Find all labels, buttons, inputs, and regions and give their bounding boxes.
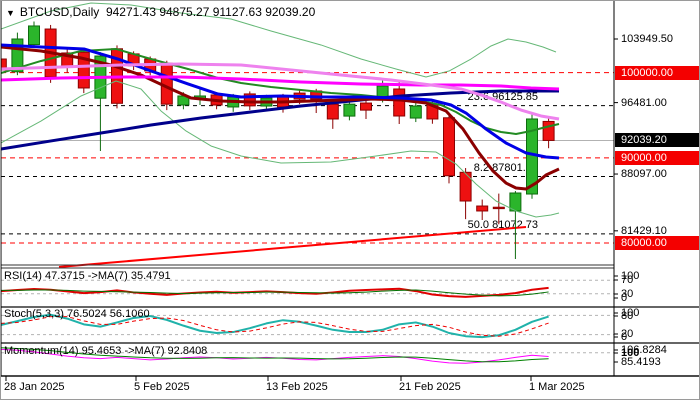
stoch-main-line (1, 313, 549, 339)
y-axis-tick-label: 103949.50 (621, 33, 673, 45)
y-axis-tick-label: 96481.00 (621, 96, 667, 109)
candle-body (459, 171, 472, 202)
candle-body (11, 38, 24, 73)
y-axis-tick-label: 88097.00 (621, 168, 667, 181)
candle-body (343, 103, 356, 117)
trendline (58, 225, 527, 269)
candle-body (443, 117, 455, 177)
ma-200-navy (1, 89, 559, 151)
candle-body (77, 51, 90, 89)
ma-magenta (1, 75, 560, 91)
momentum-ma-line (1, 347, 549, 363)
candle-body (326, 103, 339, 120)
x-axis-date-label: 28 Jan 2025 (4, 381, 65, 393)
ma-green (1, 47, 560, 135)
rsi-ma-line (1, 289, 549, 297)
candle-body (1, 58, 7, 71)
stoch-scale-label: 100 (621, 307, 640, 319)
rsi-scale-label: 70 (621, 274, 634, 286)
symbol-dropdown-icon[interactable]: ▼ (6, 8, 15, 18)
x-axis-date-label: 13 Feb 2025 (266, 381, 328, 393)
price-alert-badge: 90000.00 (615, 150, 699, 165)
x-axis-date-label: 5 Feb 2025 (134, 381, 190, 393)
stoch-scale-label: 0 (621, 331, 628, 343)
ma-maroon (1, 45, 560, 191)
price-alert-badge: 100000.00 (615, 65, 699, 80)
candle-body (476, 205, 489, 212)
candle-body (409, 105, 422, 119)
rsi-scale-label: 30 (621, 288, 634, 300)
current-price-badge: 92039.20 (615, 133, 699, 148)
x-axis-date-label: 1 Mar 2025 (529, 381, 585, 393)
rsi-indicator-label: RSI(14) 47.3715 ->MA(7) 35.4791 (4, 270, 171, 282)
momentum-scale-label: 100 (621, 347, 640, 359)
candle-body (393, 88, 406, 117)
ma-blue (1, 43, 560, 160)
stoch-scale-label: 80 (621, 310, 634, 322)
ohlc-readout: 94271.43 94875.27 91127.63 92039.20 (105, 5, 316, 19)
y-axis-tick-label: 81429.10 (621, 224, 667, 237)
symbol-period-label: BTCUSD,Daily (19, 5, 100, 19)
stoch-scale-label: 20 (621, 328, 634, 340)
candle-body (360, 102, 372, 111)
chart-title: ▼ BTCUSD,Daily 94271.43 94875.27 91127.63… (6, 5, 315, 19)
bollinger-lower-band (1, 80, 560, 218)
momentum-indicator-label: Momentum(14) 95.4653 ->MA(7) 92.8408 (4, 345, 208, 357)
ma-plum (1, 62, 560, 121)
fibonacci-level-label: 23.6 96125.85 (467, 90, 538, 103)
candle-body (542, 120, 555, 141)
candle-body (28, 25, 40, 46)
rsi-scale-label: 0 (621, 292, 628, 304)
stoch-signal-line (1, 316, 549, 337)
candle-body (492, 206, 505, 210)
stoch-indicator-label: Stoch(5,3,3) 76.5024 56.1060 (4, 308, 150, 320)
rsi-scale-label: 100 (621, 270, 640, 282)
momentum-scale-label: 106.8284 (621, 344, 667, 356)
bollinger-upper-band (1, 2, 557, 78)
price-alert-badge: 80000.00 (615, 235, 699, 250)
momentum-scale-label: 85.4193 (621, 356, 661, 368)
x-axis-date-label: 21 Feb 2025 (399, 381, 461, 393)
candle-body (243, 93, 256, 107)
